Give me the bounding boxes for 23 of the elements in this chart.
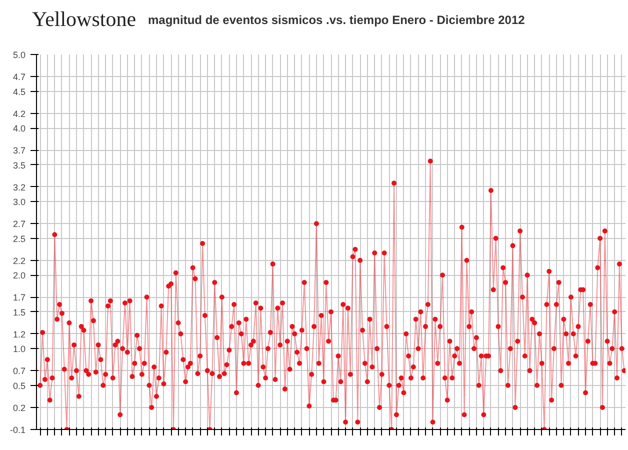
y-tick-label: 4.7	[12, 72, 26, 82]
y-tick-label: 1.0	[12, 344, 26, 354]
y-tick-label: 0.5	[12, 380, 26, 391]
y-tick-label: 1.2	[12, 329, 26, 340]
y-tick-label: 1.5	[12, 307, 26, 318]
y-tick-label: 3.2	[12, 182, 26, 192]
y-tick-label: 2.0	[12, 270, 26, 281]
y-tick-label: 5.0	[12, 50, 26, 60]
y-tick-label: 3.5	[12, 160, 26, 170]
y-tick-label: 3.0	[12, 197, 26, 208]
y-tick-label: -0.1	[10, 425, 26, 435]
y-tick-label: 2.2	[12, 256, 26, 266]
y-tick-label: 0.2	[12, 402, 26, 413]
chart-subtitle: magnitud de eventos sismicos .vs. tiempo Enero - Diciembre 2012	[148, 12, 525, 29]
y-tick-label: 2.7	[12, 219, 26, 230]
y-tick-label: 0.7	[12, 366, 26, 376]
y-tick-label: 4.2	[12, 108, 26, 119]
y-tick-label: 4.5	[12, 86, 26, 97]
y-tick-label: 3.7	[12, 146, 26, 156]
y-tick-label: 2.5	[12, 234, 26, 244]
y-tick-label: 4.0	[12, 124, 26, 134]
chart-title: Yellowstone	[32, 6, 136, 33]
y-tick-label: 1.7	[12, 292, 26, 303]
